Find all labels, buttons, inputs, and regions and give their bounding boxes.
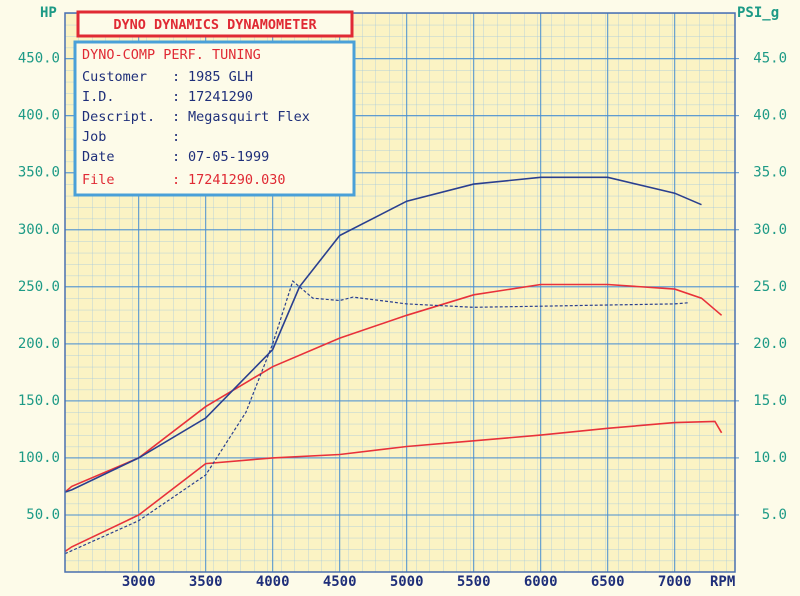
y2-tick-label: 5.0 bbox=[762, 507, 787, 523]
x-tick-label: 5000 bbox=[390, 574, 424, 590]
info-value: 1985 GLH bbox=[188, 69, 253, 85]
y2-tick-label: 45.0 bbox=[753, 51, 787, 67]
y2-axis-label: PSI_g bbox=[737, 5, 779, 21]
y2-tick-label: 40.0 bbox=[753, 108, 787, 124]
info-colon: : bbox=[172, 69, 180, 85]
y-tick-label: 350.0 bbox=[18, 165, 60, 181]
series-line bbox=[64, 280, 689, 555]
x-tick-label: 5500 bbox=[457, 574, 491, 590]
info-colon: : bbox=[172, 89, 180, 105]
info-label: I.D. bbox=[82, 89, 115, 105]
y2-tick-label: 25.0 bbox=[753, 279, 787, 295]
info-title: DYNO DYNAMICS DYNAMOMETER bbox=[113, 17, 317, 33]
info-label: File bbox=[82, 172, 115, 188]
y-tick-label: 100.0 bbox=[18, 450, 60, 466]
info-value: 17241290 bbox=[188, 89, 253, 105]
y-tick-label: 150.0 bbox=[18, 393, 60, 409]
y2-tick-label: 10.0 bbox=[753, 450, 787, 466]
x-tick-label: 4000 bbox=[256, 574, 290, 590]
info-label: Descript. bbox=[82, 109, 155, 125]
y-tick-label: 300.0 bbox=[18, 222, 60, 238]
y-tick-label: 250.0 bbox=[18, 279, 60, 295]
info-value: 17241290.030 bbox=[188, 172, 286, 188]
y2-tick-label: 15.0 bbox=[753, 393, 787, 409]
info-colon: : bbox=[172, 172, 180, 188]
info-value: Megasquirt Flex bbox=[188, 109, 310, 125]
info-title-box bbox=[76, 10, 354, 38]
series-line bbox=[64, 420, 723, 553]
y-tick-label: 50.0 bbox=[26, 507, 60, 523]
info-value: 07-05-1999 bbox=[188, 149, 269, 165]
info-subtitle: DYNO-COMP PERF. TUNING bbox=[82, 47, 261, 63]
y-tick-label: 200.0 bbox=[18, 336, 60, 352]
info-label: Customer bbox=[82, 69, 147, 85]
info-colon: : bbox=[172, 109, 180, 125]
series-line bbox=[64, 176, 702, 493]
x-tick-label: 7000 bbox=[658, 574, 692, 590]
y2-tick-label: 30.0 bbox=[753, 222, 787, 238]
y-axis-label: HP bbox=[40, 5, 57, 21]
y-tick-label: 450.0 bbox=[18, 51, 60, 67]
x-tick-label: 3500 bbox=[189, 574, 223, 590]
info-label: Job bbox=[82, 129, 106, 145]
info-label: Date bbox=[82, 149, 115, 165]
x-tick-label: 6000 bbox=[524, 574, 558, 590]
x-axis-label: RPM bbox=[710, 574, 735, 590]
x-tick-label: 3000 bbox=[122, 574, 156, 590]
info-colon: : bbox=[172, 129, 180, 145]
x-tick-label: 4500 bbox=[323, 574, 357, 590]
y-tick-label: 400.0 bbox=[18, 108, 60, 124]
x-tick-label: 6500 bbox=[591, 574, 625, 590]
y2-tick-label: 35.0 bbox=[753, 165, 787, 181]
y2-tick-label: 20.0 bbox=[753, 336, 787, 352]
info-box bbox=[73, 40, 356, 197]
info-colon: : bbox=[172, 149, 180, 165]
plot-border bbox=[64, 12, 736, 573]
